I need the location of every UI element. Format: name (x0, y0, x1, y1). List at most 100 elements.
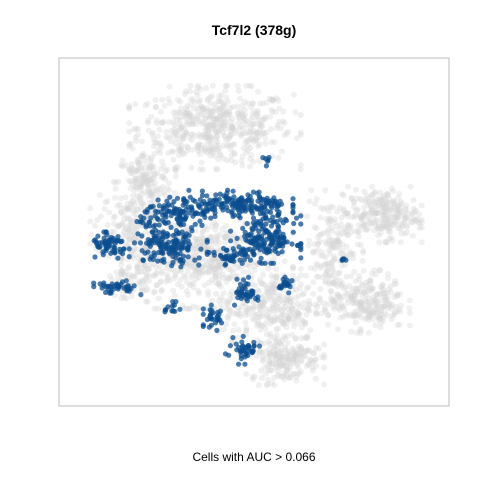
background-cell-point (266, 95, 273, 102)
background-cell-point (188, 164, 195, 171)
auc-positive-cell-point (162, 307, 168, 313)
background-cell-point (303, 334, 310, 341)
background-cell-point (163, 278, 170, 285)
background-cell-point (196, 131, 202, 138)
background-cell-point (148, 180, 155, 187)
background-cell-point (280, 370, 287, 377)
background-cell-point (140, 150, 147, 157)
background-cell-point (228, 126, 235, 133)
background-cell-point (232, 240, 239, 247)
background-cell-point (147, 261, 154, 268)
background-cell-point (385, 195, 392, 202)
background-cell-point (329, 240, 336, 247)
background-cell-point (271, 308, 278, 315)
background-cell-point (407, 183, 414, 190)
background-cell-point (349, 313, 356, 320)
auc-positive-cell-point (246, 197, 252, 203)
background-cell-point (197, 166, 203, 173)
background-cell-point (182, 110, 189, 117)
background-cell-point (391, 294, 398, 301)
background-cell-point (267, 320, 274, 327)
background-cell-point (367, 209, 374, 216)
auc-positive-cell-point (119, 279, 126, 285)
background-cell-point (391, 311, 398, 318)
background-cell-point (249, 376, 256, 383)
background-cell-point (160, 163, 167, 170)
background-cell-point (178, 142, 185, 149)
background-cell-point (327, 215, 334, 222)
background-cell-point (208, 264, 215, 271)
background-cell-point (388, 234, 395, 241)
background-cell-point (234, 82, 241, 89)
background-cell-point (275, 300, 282, 306)
background-cell-point (271, 280, 277, 287)
background-cell-point (235, 110, 242, 117)
background-cell-point (351, 213, 358, 220)
background-cell-point (357, 310, 363, 317)
background-cell-point (268, 97, 275, 104)
background-cell-point (229, 123, 236, 130)
background-cell-point (150, 261, 157, 268)
background-cell-point (194, 145, 201, 152)
background-cell-point (332, 297, 339, 304)
background-cell-point (259, 322, 266, 329)
background-cell-point (133, 180, 140, 186)
background-cell-point (393, 221, 400, 228)
background-cell-point (190, 96, 197, 103)
background-cell-point (176, 117, 183, 124)
background-cell-point (418, 219, 425, 226)
background-cell-point (329, 280, 336, 287)
background-cell-point (259, 100, 266, 107)
background-cell-point (143, 172, 150, 178)
background-cell-point (357, 242, 364, 249)
background-cell-point (131, 201, 138, 208)
background-cell-point (246, 163, 253, 170)
auc-positive-cell-point (253, 204, 259, 211)
auc-positive-cell-point (234, 276, 240, 282)
auc-positive-cell-point (249, 349, 255, 355)
background-cell-point (241, 98, 248, 105)
background-cell-point (234, 110, 241, 117)
background-cell-point (361, 211, 368, 218)
background-cell-point (132, 166, 139, 173)
background-cell-point (116, 201, 123, 208)
background-cell-point (188, 131, 195, 138)
background-cell-point (254, 110, 261, 116)
background-cell-point (280, 311, 286, 318)
background-cell-point (210, 108, 217, 115)
background-cell-point (310, 249, 317, 256)
background-cell-point (222, 87, 229, 94)
background-cell-point (104, 222, 111, 229)
background-cell-point (256, 288, 262, 295)
background-cell-point (111, 220, 118, 227)
background-cell-point (172, 164, 179, 171)
background-cell-point (121, 294, 128, 301)
background-cell-point (416, 225, 423, 232)
background-cell-point (124, 232, 131, 239)
background-cell-point (357, 303, 364, 310)
background-cell-point (178, 147, 185, 154)
background-cell-point (233, 310, 240, 317)
background-cell-point (237, 123, 244, 130)
background-cell-point (275, 295, 282, 302)
background-cell-point (280, 321, 287, 327)
background-cell-point (313, 309, 320, 316)
auc-positive-cell-point (264, 208, 271, 214)
background-cell-point (205, 288, 211, 295)
background-cell-point (394, 321, 401, 328)
background-cell-point (206, 138, 213, 145)
background-cell-point (159, 183, 166, 190)
background-cell-point (271, 139, 278, 146)
background-cell-point (172, 166, 179, 173)
background-cell-point (345, 296, 352, 303)
background-cell-point (366, 215, 373, 222)
background-cell-point (157, 108, 164, 115)
auc-positive-cell-point (265, 158, 271, 164)
auc-positive-cell-point (255, 198, 261, 204)
background-cell-point (170, 119, 177, 126)
background-cell-point (370, 309, 377, 316)
background-cell-point (294, 361, 301, 368)
background-cell-point (264, 381, 271, 388)
background-cell-point (327, 274, 334, 280)
background-cell-point (127, 227, 134, 234)
